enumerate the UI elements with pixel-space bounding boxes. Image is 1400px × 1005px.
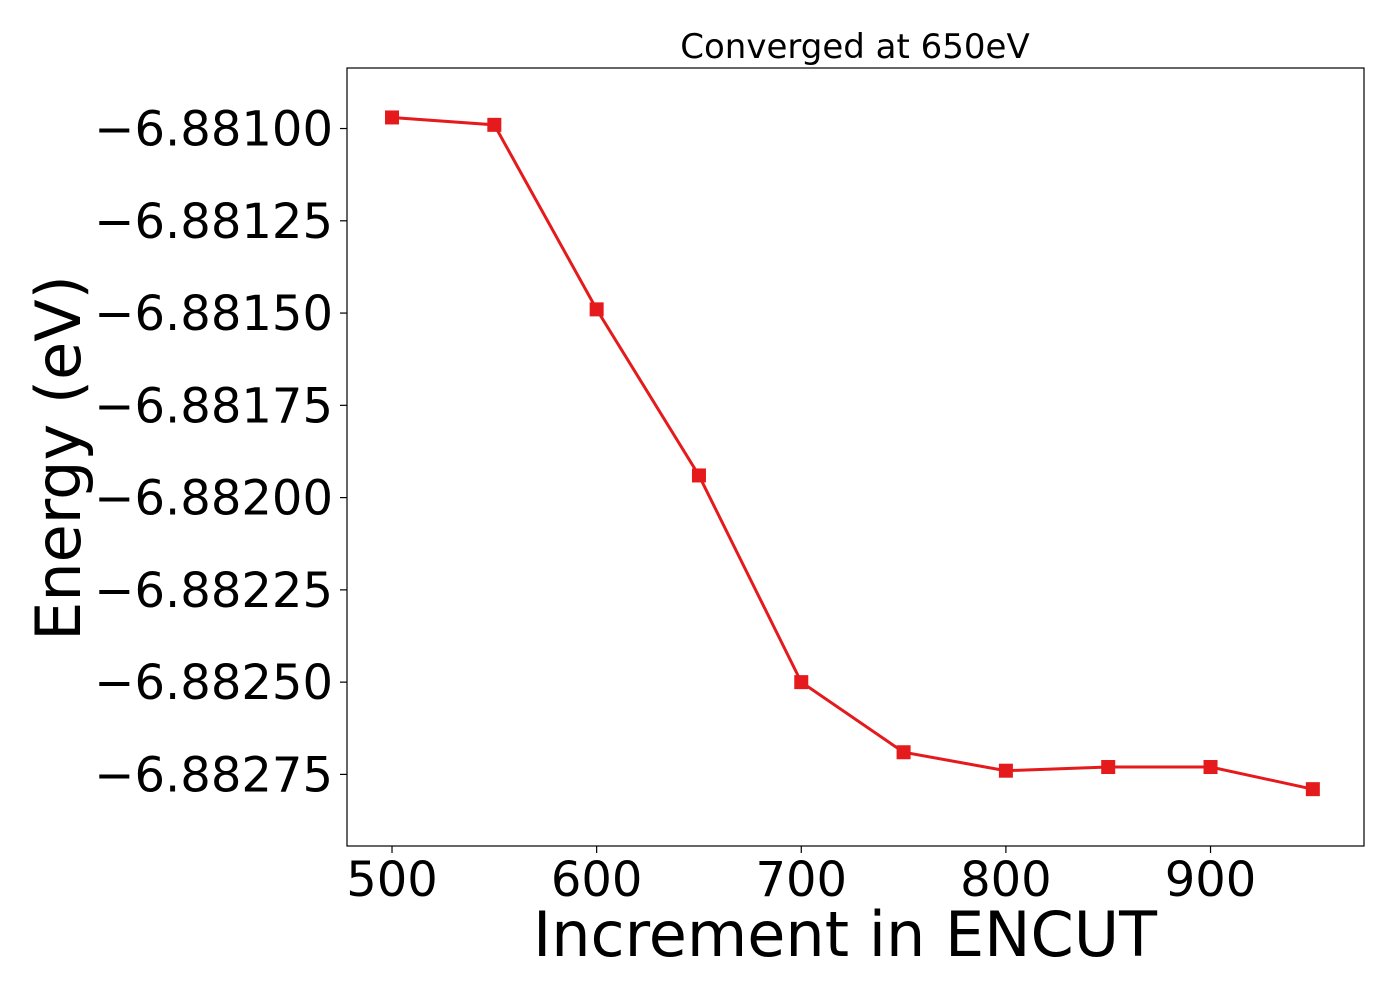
- y-tick-label: −6.88150: [94, 286, 333, 342]
- data-point-marker: [1203, 760, 1218, 775]
- x-tick-label: 500: [346, 852, 438, 908]
- y-tick-label: −6.88125: [94, 194, 333, 250]
- data-point-marker: [487, 117, 502, 132]
- data-point-marker: [998, 763, 1013, 778]
- series-layer: [385, 110, 1320, 797]
- data-point-marker: [1101, 760, 1116, 775]
- data-point-marker: [589, 302, 604, 317]
- x-axis: 500 600 700 800 900: [346, 846, 1256, 908]
- data-point-marker: [691, 468, 706, 483]
- data-point-marker: [896, 745, 911, 760]
- y-tick-label: −6.88175: [94, 378, 333, 434]
- y-tick-label: −6.88100: [94, 102, 333, 158]
- data-point-marker: [794, 675, 809, 690]
- y-tick-label: −6.88225: [94, 563, 333, 619]
- y-tick-label: −6.88200: [94, 471, 333, 527]
- y-axis: −6.88100 −6.88125 −6.88150 −6.88175 −6.88200…: [94, 102, 347, 803]
- y-tick-label: −6.88275: [94, 747, 333, 803]
- x-tick-label: 900: [1165, 852, 1257, 908]
- x-tick-label: 800: [960, 852, 1052, 908]
- x-tick-label: 600: [551, 852, 643, 908]
- data-point-marker: [385, 110, 400, 125]
- y-tick-label: −6.88250: [94, 655, 333, 711]
- series-line: [391, 115, 1314, 791]
- chart-title: Converged at 650eV: [680, 27, 1029, 67]
- x-axis-label: Increment in ENCUT: [533, 898, 1158, 971]
- y-axis-label: Energy (eV): [22, 275, 95, 641]
- data-point-marker: [1305, 782, 1320, 797]
- x-tick-label: 700: [755, 852, 847, 908]
- plot-area: [346, 67, 1365, 847]
